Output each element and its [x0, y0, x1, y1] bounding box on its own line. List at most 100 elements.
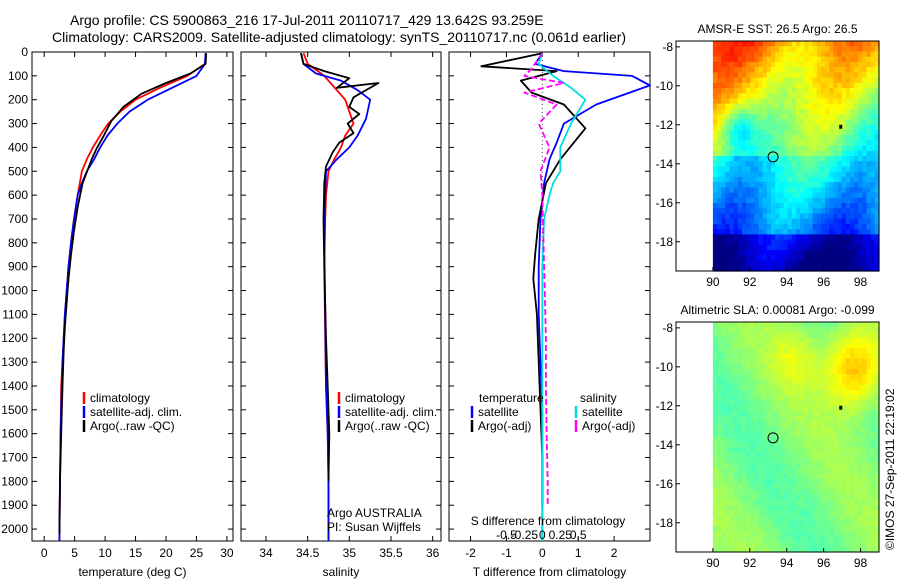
- sla-map-cell: [800, 348, 805, 354]
- sst-map-cell: [742, 213, 747, 220]
- sst-map-cell: [791, 182, 797, 188]
- sst-map-cell: [779, 119, 785, 126]
- sst-map-cell: [762, 213, 768, 220]
- sst-map-cell: [820, 109, 826, 115]
- sla-map-cell: [800, 416, 805, 422]
- sst-map-cell: [829, 129, 834, 136]
- sst-map-cell: [845, 182, 851, 188]
- sst-map-cell: [870, 156, 876, 162]
- sla-map-cell: [762, 515, 768, 522]
- sst-map-cell: [712, 265, 718, 272]
- sst-map-cell: [825, 192, 830, 199]
- sst-map-cell: [825, 124, 830, 131]
- sla-map-cell: [862, 473, 868, 480]
- sla-map-cell: [791, 327, 797, 333]
- sla-map-cell: [725, 525, 731, 532]
- sst-map-cell: [820, 56, 826, 63]
- sla-map-cell: [746, 473, 751, 480]
- sst-map-cell: [820, 124, 826, 131]
- sst-map-cell: [808, 218, 814, 225]
- sla-map-cell: [800, 494, 805, 501]
- sla-map-cell: [812, 337, 818, 344]
- sla-map-cell: [750, 348, 756, 354]
- sla-map-cell: [750, 541, 756, 548]
- sst-map-cell: [841, 187, 847, 194]
- sst-map-cell: [787, 161, 793, 167]
- sst-map-cell: [837, 156, 843, 162]
- sst-map-cell: [766, 218, 772, 225]
- sst-map-cell: [717, 82, 722, 89]
- sla-map-cell: [841, 369, 847, 375]
- sla-map-cell: [729, 457, 735, 464]
- sla-map-cell: [849, 452, 855, 459]
- sla-map-cell: [858, 431, 863, 438]
- sst-map-cell: [874, 67, 880, 73]
- sla-map-cell: [725, 478, 731, 485]
- sla-map-cell: [775, 379, 780, 386]
- sst-map-cell: [825, 208, 830, 215]
- sst-map-cell: [829, 182, 834, 188]
- sla-map-cell: [808, 322, 814, 328]
- sst-map-cell: [783, 56, 789, 63]
- sst-map-cell: [804, 250, 810, 256]
- sst-map-cell: [758, 103, 764, 110]
- sla-map-cell: [754, 473, 760, 480]
- sst-map-cell: [816, 109, 822, 115]
- sla-map-cell: [783, 468, 789, 475]
- sla-map-cell: [787, 536, 793, 543]
- sst-map-cell: [733, 103, 739, 110]
- sla-map-cell: [862, 536, 868, 543]
- sst-map-cell: [870, 229, 876, 235]
- sst-map-cell: [746, 255, 751, 262]
- sst-map-cell: [870, 213, 876, 220]
- sla-map-cell: [858, 353, 863, 360]
- sst-map-cell: [787, 171, 793, 178]
- sst-map-cell: [771, 234, 776, 241]
- sla-map-cell: [845, 489, 851, 496]
- sst-map-cell: [808, 103, 814, 110]
- sla-map-cell: [742, 426, 747, 433]
- sst-map-cell: [754, 192, 760, 199]
- sst-map-cell: [870, 255, 876, 262]
- sla-map-cell: [854, 447, 859, 454]
- sla-map-cell: [762, 332, 768, 339]
- sla-map-cell: [800, 332, 805, 339]
- sla-map-cell: [841, 390, 847, 396]
- sst-map-cell: [758, 213, 764, 220]
- sst-map-cell: [845, 208, 851, 215]
- sla-map-cell: [816, 473, 822, 480]
- sst-map-cell: [721, 171, 726, 178]
- sla-map-cell: [854, 332, 859, 339]
- sst-map-cell: [717, 140, 722, 147]
- sla-map-cell: [812, 363, 818, 370]
- sst-map-cell: [779, 192, 785, 199]
- sla-map-cell: [750, 426, 756, 433]
- sst-map-cell: [808, 171, 814, 178]
- sst-map-cell: [825, 244, 830, 251]
- sst-map-cell: [725, 93, 731, 100]
- sla-map-cell: [742, 332, 747, 339]
- sla-map-cell: [858, 400, 863, 407]
- sst-map-cell: [808, 244, 814, 251]
- sst-map-cell: [833, 114, 839, 120]
- sla-map-cell: [750, 400, 756, 407]
- sla-map-cell: [804, 463, 810, 469]
- sla-map-cell: [779, 379, 785, 386]
- sst-map-cell: [854, 119, 859, 126]
- sla-map-cell: [733, 484, 739, 490]
- sst-map-cell: [721, 234, 726, 241]
- sla-map-cell: [762, 473, 768, 480]
- sst-map-cell: [862, 109, 868, 115]
- sla-map-cell: [845, 405, 851, 412]
- sst-map-cell: [783, 218, 789, 225]
- sla-map-cell: [837, 390, 843, 396]
- sla-map-cell: [721, 505, 726, 511]
- sla-map-cell: [837, 379, 843, 386]
- sst-map-cell: [725, 192, 731, 199]
- sla-map-cell: [812, 484, 818, 490]
- sst-map-cell: [804, 72, 810, 79]
- sla-map-cell: [796, 332, 801, 339]
- temperature-xtick-label: 10: [98, 546, 112, 560]
- sst-map-cell: [746, 114, 751, 120]
- sst-map-cell: [825, 61, 830, 68]
